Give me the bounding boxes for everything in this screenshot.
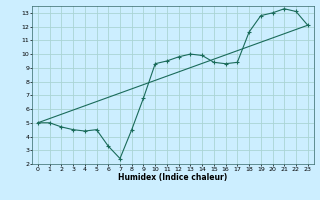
X-axis label: Humidex (Indice chaleur): Humidex (Indice chaleur) bbox=[118, 173, 228, 182]
